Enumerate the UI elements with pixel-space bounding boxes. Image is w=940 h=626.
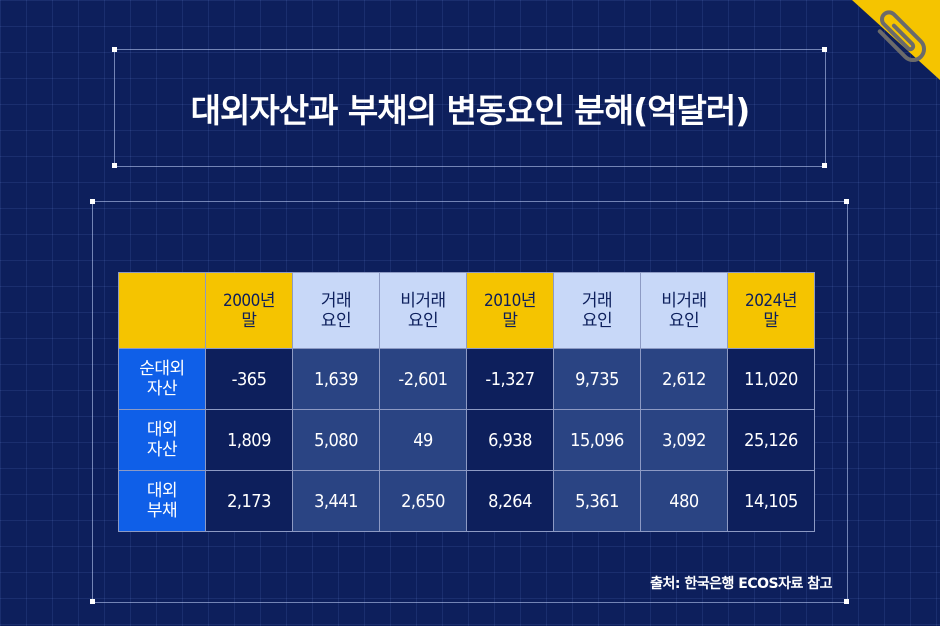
frame-handle <box>112 163 117 168</box>
frame-handle <box>844 199 849 204</box>
column-header: 거래 요인 <box>292 272 380 349</box>
table-cell: 15,096 <box>553 409 641 471</box>
row-header: 대외 부채 <box>118 470 206 532</box>
frame-handle <box>90 599 95 604</box>
column-header: 비거래 요인 <box>640 272 728 349</box>
table-cell: 1,639 <box>292 348 380 410</box>
column-header: 비거래 요인 <box>379 272 467 349</box>
table-cell: -365 <box>205 348 293 410</box>
paperclip-icon <box>877 10 926 62</box>
table-row: 대외 자산 1,809 5,080 49 6,938 15,096 3,092 2… <box>118 409 815 471</box>
table-cell: 5,080 <box>292 409 380 471</box>
table-cell: 11,020 <box>727 348 815 410</box>
table-cell: 25,126 <box>727 409 815 471</box>
table-frame <box>92 201 848 603</box>
table-row: 대외 부채 2,173 3,441 2,650 8,264 5,361 480 1… <box>118 470 815 532</box>
source-note: 출처: 한국은행 ECOS자료 참고 <box>650 576 832 592</box>
data-table: 2000년 말 거래 요인 비거래 요인 2010년 말 거래 요인 비거래 요인 2024… <box>118 272 815 532</box>
column-header: 2000년 말 <box>205 272 293 349</box>
table-row: 순대외 자산 -365 1,639 -2,601 -1,327 9,735 2,6… <box>118 348 815 410</box>
table-cell: 1,809 <box>205 409 293 471</box>
header-corner-cell <box>118 272 206 349</box>
table-cell: 49 <box>379 409 467 471</box>
table-cell: 6,938 <box>466 409 554 471</box>
table-cell: 2,650 <box>379 470 467 532</box>
row-header: 대외 자산 <box>118 409 206 471</box>
table-cell: 8,264 <box>466 470 554 532</box>
column-header: 2024년 말 <box>727 272 815 349</box>
table-cell: 480 <box>640 470 728 532</box>
table-cell: -2,601 <box>379 348 467 410</box>
frame-handle <box>822 47 827 52</box>
column-header: 거래 요인 <box>553 272 641 349</box>
frame-handle <box>822 163 827 168</box>
table-cell: -1,327 <box>466 348 554 410</box>
page-title: 대외자산과 부채의 변동요인 분해(억달러) <box>190 91 751 130</box>
frame-handle <box>90 199 95 204</box>
table-cell: 2,173 <box>205 470 293 532</box>
title-frame: 대외자산과 부채의 변동요인 분해(억달러) <box>114 49 826 167</box>
row-header: 순대외 자산 <box>118 348 206 410</box>
table-cell: 3,092 <box>640 409 728 471</box>
table-header-row: 2000년 말 거래 요인 비거래 요인 2010년 말 거래 요인 비거래 요인 2024… <box>118 272 815 349</box>
column-header: 2010년 말 <box>466 272 554 349</box>
table-cell: 5,361 <box>553 470 641 532</box>
frame-handle <box>112 47 117 52</box>
table-cell: 9,735 <box>553 348 641 410</box>
table-cell: 2,612 <box>640 348 728 410</box>
table-cell: 3,441 <box>292 470 380 532</box>
table-cell: 14,105 <box>727 470 815 532</box>
frame-handle <box>844 599 849 604</box>
